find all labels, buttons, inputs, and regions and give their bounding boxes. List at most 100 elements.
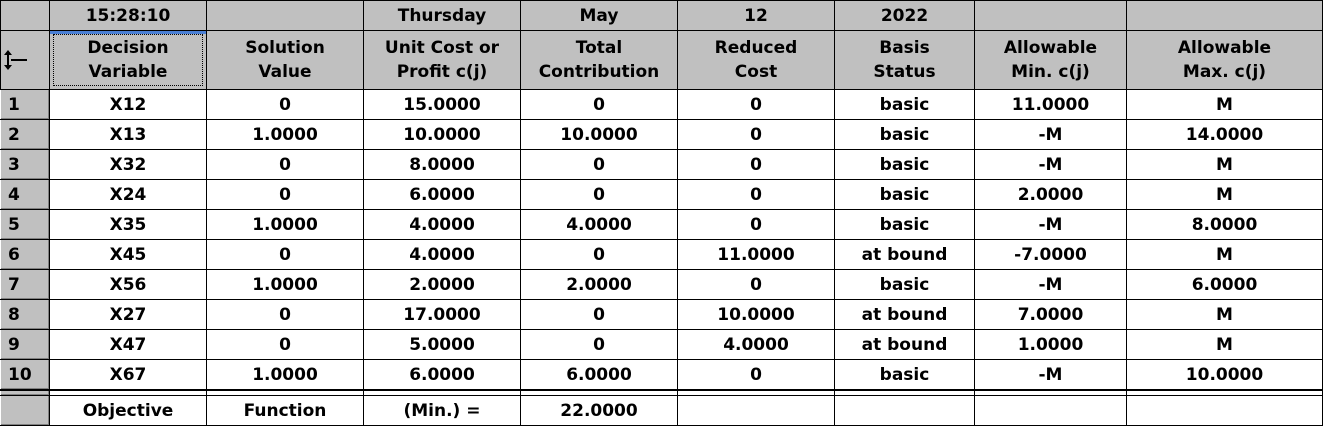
cell-solution-value[interactable]: 0 bbox=[206, 329, 364, 360]
objective-label[interactable]: Objective bbox=[49, 395, 207, 426]
cell-reduced-cost[interactable]: 0 bbox=[677, 359, 835, 391]
cell-solution-value[interactable]: 1.0000 bbox=[206, 209, 364, 240]
row-number[interactable]: 3 bbox=[0, 149, 50, 180]
cell-total-contribution[interactable]: 2.0000 bbox=[520, 269, 678, 300]
cell-allowable-min[interactable]: 11.0000 bbox=[974, 89, 1127, 120]
min-label[interactable]: (Min.) = bbox=[363, 395, 521, 426]
cell-total-contribution[interactable]: 0 bbox=[520, 239, 678, 270]
cell-allowable-min[interactable]: 2.0000 bbox=[974, 179, 1127, 210]
cell-unit-cost[interactable]: 4.0000 bbox=[363, 209, 521, 240]
cell-unit-cost[interactable]: 2.0000 bbox=[363, 269, 521, 300]
cell-allowable-min[interactable]: -M bbox=[974, 269, 1127, 300]
cell-decision-variable[interactable]: X67 bbox=[49, 359, 207, 391]
cell-total-contribution[interactable]: 6.0000 bbox=[520, 359, 678, 391]
header-decision-variable[interactable]: Decision Variable bbox=[49, 30, 207, 90]
cell-allowable-max[interactable]: M bbox=[1126, 89, 1323, 120]
cell-solution-value[interactable]: 0 bbox=[206, 89, 364, 120]
cell-allowable-max[interactable]: M bbox=[1126, 299, 1323, 330]
cell-solution-value[interactable]: 0 bbox=[206, 299, 364, 330]
cell-allowable-min[interactable]: -M bbox=[974, 359, 1127, 391]
cell-reduced-cost[interactable]: 0 bbox=[677, 119, 835, 150]
cell-decision-variable[interactable]: X47 bbox=[49, 329, 207, 360]
row-number[interactable]: 10 bbox=[0, 359, 50, 391]
cell-total-contribution[interactable]: 0 bbox=[520, 149, 678, 180]
header-allowable-min[interactable]: Allowable Min. c(j) bbox=[974, 30, 1127, 90]
cell-decision-variable[interactable]: X45 bbox=[49, 239, 207, 270]
cell-reduced-cost[interactable]: 0 bbox=[677, 149, 835, 180]
cell-basis-status[interactable]: at bound bbox=[834, 299, 975, 330]
cell-solution-value[interactable]: 0 bbox=[206, 149, 364, 180]
cell-reduced-cost[interactable]: 0 bbox=[677, 209, 835, 240]
cell-decision-variable[interactable]: X12 bbox=[49, 89, 207, 120]
cell-total-contribution[interactable]: 4.0000 bbox=[520, 209, 678, 240]
cell-reduced-cost[interactable]: 0 bbox=[677, 179, 835, 210]
cell-total-contribution[interactable]: 0 bbox=[520, 299, 678, 330]
cell-basis-status[interactable]: at bound bbox=[834, 329, 975, 360]
cell-reduced-cost[interactable]: 10.0000 bbox=[677, 299, 835, 330]
cell-reduced-cost[interactable]: 11.0000 bbox=[677, 239, 835, 270]
cell-basis-status[interactable]: at bound bbox=[834, 239, 975, 270]
cell-unit-cost[interactable]: 4.0000 bbox=[363, 239, 521, 270]
cell-unit-cost[interactable]: 8.0000 bbox=[363, 149, 521, 180]
cell-allowable-max[interactable]: 8.0000 bbox=[1126, 209, 1323, 240]
cell-solution-value[interactable]: 1.0000 bbox=[206, 269, 364, 300]
header-allowable-max[interactable]: Allowable Max. c(j) bbox=[1126, 30, 1323, 90]
cell-basis-status[interactable]: basic bbox=[834, 209, 975, 240]
row-number[interactable]: 6 bbox=[0, 239, 50, 270]
cell-unit-cost[interactable]: 15.0000 bbox=[363, 89, 521, 120]
cell-basis-status[interactable]: basic bbox=[834, 89, 975, 120]
cell-decision-variable[interactable]: X13 bbox=[49, 119, 207, 150]
header-unit-cost[interactable]: Unit Cost or Profit c(j) bbox=[363, 30, 521, 90]
cell-allowable-max[interactable]: M bbox=[1126, 239, 1323, 270]
row-number[interactable]: 8 bbox=[0, 299, 50, 330]
cell-total-contribution[interactable]: 0 bbox=[520, 179, 678, 210]
cell-unit-cost[interactable]: 17.0000 bbox=[363, 299, 521, 330]
cell-basis-status[interactable]: basic bbox=[834, 149, 975, 180]
cell-decision-variable[interactable]: X32 bbox=[49, 149, 207, 180]
footer-cell[interactable] bbox=[677, 395, 835, 426]
cell-unit-cost[interactable]: 6.0000 bbox=[363, 359, 521, 391]
cell-allowable-min[interactable]: -7.0000 bbox=[974, 239, 1127, 270]
header-total-contribution[interactable]: Total Contribution bbox=[520, 30, 678, 90]
cell-solution-value[interactable]: 0 bbox=[206, 239, 364, 270]
cell-total-contribution[interactable]: 0 bbox=[520, 329, 678, 360]
cell-basis-status[interactable]: basic bbox=[834, 179, 975, 210]
header-solution-value[interactable]: Solution Value bbox=[206, 30, 364, 90]
cell-allowable-min[interactable]: -M bbox=[974, 149, 1127, 180]
footer-cell[interactable] bbox=[834, 395, 975, 426]
cell-total-contribution[interactable]: 10.0000 bbox=[520, 119, 678, 150]
row-number[interactable]: 5 bbox=[0, 209, 50, 240]
cell-total-contribution[interactable]: 0 bbox=[520, 89, 678, 120]
row-number[interactable]: 1 bbox=[0, 89, 50, 120]
cell-basis-status[interactable]: basic bbox=[834, 269, 975, 300]
cell-allowable-max[interactable]: M bbox=[1126, 149, 1323, 180]
cell-solution-value[interactable]: 1.0000 bbox=[206, 359, 364, 391]
cell-reduced-cost[interactable]: 0 bbox=[677, 89, 835, 120]
cell-decision-variable[interactable]: X24 bbox=[49, 179, 207, 210]
cell-allowable-max[interactable]: M bbox=[1126, 179, 1323, 210]
cell-allowable-max[interactable]: 14.0000 bbox=[1126, 119, 1323, 150]
cell-allowable-min[interactable]: -M bbox=[974, 209, 1127, 240]
cell-allowable-min[interactable]: 1.0000 bbox=[974, 329, 1127, 360]
cell-decision-variable[interactable]: X35 bbox=[49, 209, 207, 240]
cell-decision-variable[interactable]: X56 bbox=[49, 269, 207, 300]
footer-cell[interactable] bbox=[1126, 395, 1323, 426]
cell-reduced-cost[interactable]: 4.0000 bbox=[677, 329, 835, 360]
row-number[interactable]: 7 bbox=[0, 269, 50, 300]
cell-allowable-min[interactable]: -M bbox=[974, 119, 1127, 150]
objective-value[interactable]: 22.0000 bbox=[520, 395, 678, 426]
cell-solution-value[interactable]: 0 bbox=[206, 179, 364, 210]
cell-decision-variable[interactable]: X27 bbox=[49, 299, 207, 330]
cell-basis-status[interactable]: basic bbox=[834, 359, 975, 391]
header-basis-status[interactable]: Basis Status bbox=[834, 30, 975, 90]
cell-unit-cost[interactable]: 5.0000 bbox=[363, 329, 521, 360]
cell-basis-status[interactable]: basic bbox=[834, 119, 975, 150]
cell-solution-value[interactable]: 1.0000 bbox=[206, 119, 364, 150]
cell-reduced-cost[interactable]: 0 bbox=[677, 269, 835, 300]
row-number[interactable]: 4 bbox=[0, 179, 50, 210]
cell-unit-cost[interactable]: 10.0000 bbox=[363, 119, 521, 150]
function-label[interactable]: Function bbox=[206, 395, 364, 426]
header-reduced-cost[interactable]: Reduced Cost bbox=[677, 30, 835, 90]
row-resize-handle[interactable] bbox=[0, 30, 50, 90]
cell-allowable-min[interactable]: 7.0000 bbox=[974, 299, 1127, 330]
